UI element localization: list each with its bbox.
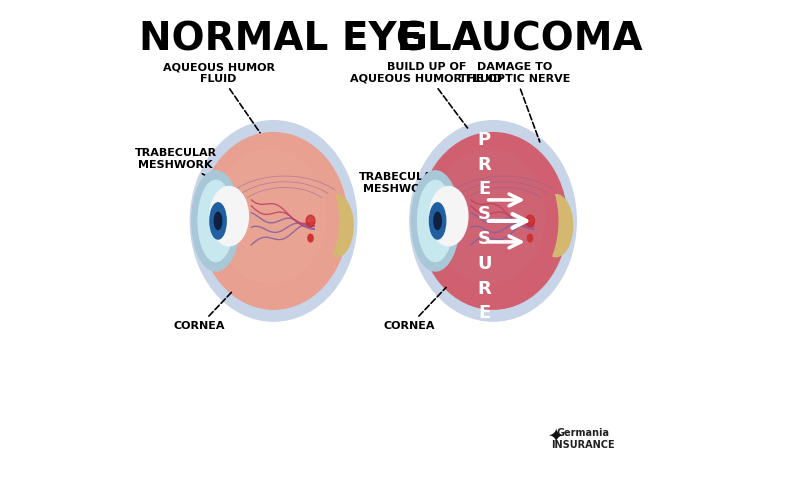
- Ellipse shape: [419, 132, 567, 309]
- Text: E: E: [478, 180, 490, 198]
- Text: R: R: [478, 280, 491, 298]
- Ellipse shape: [434, 212, 442, 229]
- Ellipse shape: [202, 137, 338, 304]
- Text: S: S: [478, 205, 490, 223]
- Ellipse shape: [210, 187, 248, 246]
- Ellipse shape: [411, 171, 459, 271]
- Ellipse shape: [430, 187, 468, 246]
- Text: TRABECULAR
MESHWORK: TRABECULAR MESHWORK: [359, 172, 445, 201]
- Ellipse shape: [430, 203, 446, 239]
- Text: NORMAL EYE: NORMAL EYE: [138, 21, 422, 59]
- Ellipse shape: [421, 137, 558, 304]
- Ellipse shape: [306, 215, 315, 227]
- Ellipse shape: [198, 180, 234, 262]
- Text: U: U: [477, 255, 491, 273]
- Text: AQUEOUS HUMOR
FLUID: AQUEOUS HUMOR FLUID: [162, 62, 274, 133]
- Ellipse shape: [320, 195, 353, 257]
- Ellipse shape: [410, 120, 576, 321]
- Text: P: P: [478, 131, 490, 149]
- Ellipse shape: [214, 212, 222, 229]
- Ellipse shape: [190, 120, 357, 321]
- Text: GLAUCOMA: GLAUCOMA: [395, 21, 643, 59]
- Text: CORNEA: CORNEA: [174, 280, 243, 331]
- Text: S: S: [478, 230, 490, 248]
- Text: CORNEA: CORNEA: [384, 280, 453, 331]
- Ellipse shape: [539, 195, 573, 257]
- Ellipse shape: [214, 149, 326, 283]
- Text: ✦: ✦: [547, 426, 563, 445]
- Ellipse shape: [434, 149, 545, 283]
- Ellipse shape: [192, 171, 240, 271]
- Ellipse shape: [526, 215, 534, 227]
- Text: BUILD UP OF
AQUEOUS HUMOR FLUID: BUILD UP OF AQUEOUS HUMOR FLUID: [350, 62, 502, 128]
- Ellipse shape: [308, 234, 313, 242]
- Text: TRABECULAR
MESHWORK: TRABECULAR MESHWORK: [134, 148, 233, 191]
- Ellipse shape: [199, 132, 347, 309]
- Text: R: R: [478, 156, 491, 174]
- Text: Germania
INSURANCE: Germania INSURANCE: [551, 428, 614, 450]
- Text: DAMAGE TO
THE OPTIC NERVE: DAMAGE TO THE OPTIC NERVE: [459, 62, 570, 142]
- Ellipse shape: [210, 203, 226, 239]
- Ellipse shape: [418, 180, 453, 262]
- Ellipse shape: [527, 234, 533, 242]
- Text: E: E: [478, 304, 490, 323]
